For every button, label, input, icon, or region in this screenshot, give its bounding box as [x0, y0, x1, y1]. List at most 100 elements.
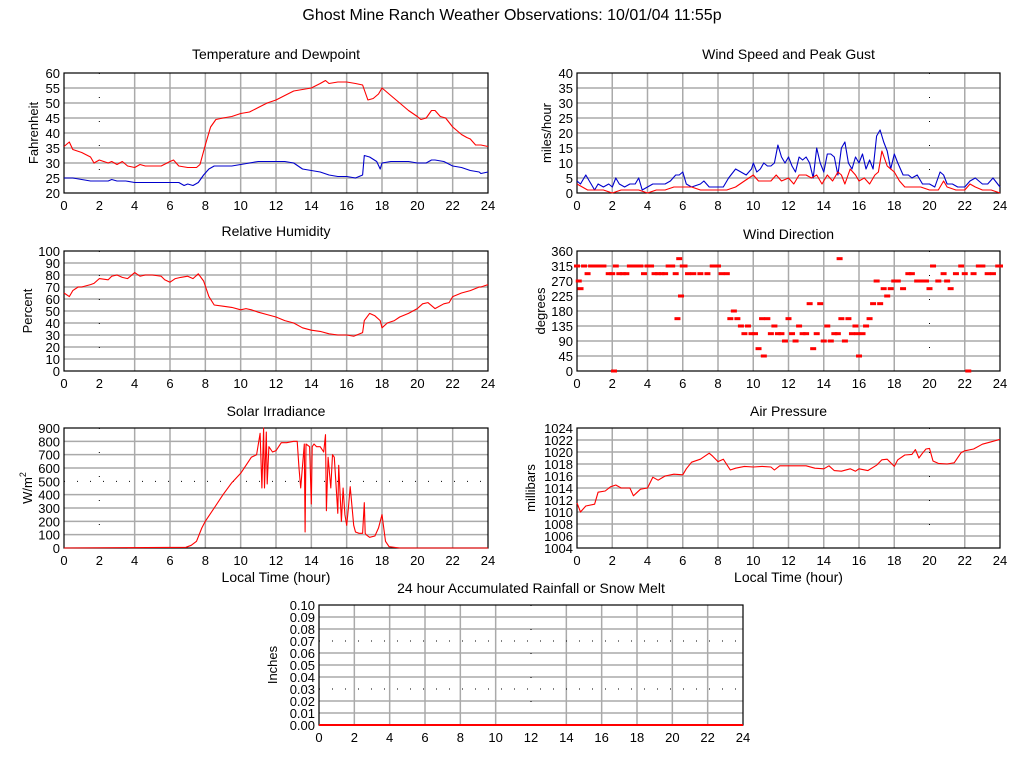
wind-direction-data-point	[796, 324, 803, 328]
wind-direction-data-point	[919, 279, 926, 283]
wind-speed-xtick-label: 14	[817, 198, 831, 213]
wind-direction-data-point	[803, 332, 810, 336]
wind-direction-data-point	[644, 264, 651, 268]
wind-speed-ytick-label: 25	[559, 111, 573, 126]
wind-direction-data-point	[677, 294, 684, 298]
humidity-ytick-label: 10	[46, 352, 60, 367]
wind-speed-xtick-label: 16	[852, 198, 866, 213]
rainfall-xtick-label: 4	[386, 730, 393, 745]
pressure-xtick-label: 10	[746, 553, 760, 568]
rainfall-ytick-label: 0.05	[290, 658, 315, 673]
wind-direction-data-point	[727, 317, 734, 321]
wind-direction-data-point	[581, 264, 588, 268]
solar-xtick-label: 24	[481, 553, 495, 568]
wind-direction-data-point	[676, 257, 683, 261]
solar-plot-frame	[63, 427, 489, 549]
wind-direction-data-point	[856, 354, 862, 358]
wind-direction-ytick-label: 45	[559, 349, 573, 364]
wind-direction-data-point	[774, 332, 781, 336]
wind-direction-data-point	[595, 264, 602, 268]
wind-direction-data-point	[704, 272, 711, 276]
pressure-ytick-label: 1022	[544, 433, 573, 448]
wind-speed-ytick-label: 40	[559, 66, 573, 81]
solar-xtick-label: 20	[410, 553, 424, 568]
wind-direction-data-point	[600, 264, 607, 268]
rainfall-xtick-label: 0	[315, 730, 322, 745]
rainfall-xtick-label: 2	[351, 730, 358, 745]
rainfall-y-axis-label: Inches	[265, 645, 280, 684]
wind-direction-data-point	[609, 272, 616, 276]
wind-speed-xtick-label: 8	[714, 198, 721, 213]
wind-direction-data-point	[891, 279, 898, 283]
humidity-ytick-label: 30	[46, 328, 60, 343]
wind-speed-xtick-label: 4	[644, 198, 651, 213]
wind-direction-data-point	[771, 324, 778, 328]
solar-xtick-label: 16	[339, 553, 353, 568]
temperature-ytick-label: 40	[46, 126, 60, 141]
rainfall-ytick-label: 0.04	[290, 670, 315, 685]
wind-direction-data-point	[616, 272, 623, 276]
humidity-ytick-label: 100	[38, 244, 60, 259]
temperature-ytick-label: 35	[46, 141, 60, 156]
wind-direction-data-point	[863, 324, 870, 328]
wind-direction-xtick-label: 10	[746, 376, 760, 391]
wind-direction-data-point	[914, 279, 921, 283]
temperature-ytick-label: 50	[46, 96, 60, 111]
wind-direction-data-point	[970, 272, 977, 276]
wind-direction-data-point	[626, 264, 633, 268]
wind-direction-data-point	[778, 332, 785, 336]
wind-direction-data-point	[630, 264, 637, 268]
rainfall-ytick-label: 0.03	[290, 682, 315, 697]
rainfall-xtick-label: 10	[488, 730, 502, 745]
wind-speed-xtick-label: 24	[993, 198, 1007, 213]
wind-direction-data-point	[799, 332, 806, 336]
pressure-ytick-label: 1008	[544, 517, 573, 532]
wind-direction-data-point	[836, 257, 843, 261]
wind-direction-data-point	[690, 272, 697, 276]
wind-direction-data-point	[789, 332, 796, 336]
wind-direction-data-point	[665, 264, 672, 268]
rainfall-xtick-label: 6	[421, 730, 428, 745]
wind-speed-xtick-label: 2	[609, 198, 616, 213]
humidity-xtick-label: 10	[233, 376, 247, 391]
pressure-ytick-label: 1020	[544, 445, 573, 460]
solar-xtick-label: 18	[375, 553, 389, 568]
pressure-ytick-label: 1012	[544, 493, 573, 508]
solar-xtick-label: 8	[202, 553, 209, 568]
wind-direction-data-point	[827, 339, 834, 343]
humidity-xtick-label: 4	[131, 376, 138, 391]
solar-xtick-label: 6	[166, 553, 173, 568]
wind-direction-data-point	[848, 332, 855, 336]
wind-direction-data-point	[961, 272, 968, 276]
temperature-xtick-label: 16	[339, 198, 353, 213]
wind-speed-xtick-label: 20	[922, 198, 936, 213]
humidity-xtick-label: 2	[96, 376, 103, 391]
wind-speed-xtick-label: 6	[679, 198, 686, 213]
humidity-ytick-label: 20	[46, 340, 60, 355]
wind-speed-plot-frame	[576, 72, 1001, 194]
rainfall-ytick-label: 0.00	[290, 718, 315, 733]
wind-direction-data-point	[591, 264, 598, 268]
wind-direction-data-point	[605, 272, 612, 276]
solar-ytick-label: 600	[38, 461, 60, 476]
solar-ytick-label: 200	[38, 514, 60, 529]
pressure-ytick-label: 1004	[544, 541, 573, 556]
wind-direction-data-point	[975, 264, 982, 268]
wind-direction-data-point	[870, 302, 877, 306]
wind-direction-data-point	[930, 264, 937, 268]
wind-speed-xtick-label: 18	[887, 198, 901, 213]
wind-direction-data-point	[744, 324, 751, 328]
wind-direction-data-point	[877, 302, 884, 306]
wind-direction-xtick-label: 16	[852, 376, 866, 391]
wind-speed-ytick-label: 30	[559, 96, 573, 111]
pressure-xtick-label: 14	[817, 553, 831, 568]
temperature-y-axis-label: Fahrenheit	[26, 102, 41, 165]
temperature-xtick-label: 6	[166, 198, 173, 213]
wind-direction-data-point	[674, 317, 681, 321]
wind-direction-data-point	[831, 332, 838, 336]
wind-direction-data-point	[619, 272, 626, 276]
solar-y-axis-label: W/m2	[18, 472, 35, 504]
wind-direction-data-point	[997, 264, 1003, 268]
temperature-series-dewpoint	[64, 154, 489, 187]
wind-direction-ytick-label: 90	[559, 334, 573, 349]
